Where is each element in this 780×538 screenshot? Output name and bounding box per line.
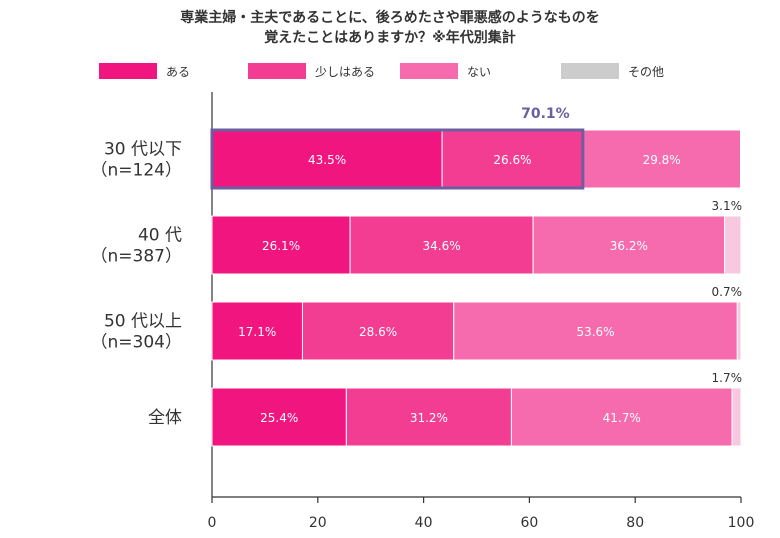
bar-segment [211, 129, 443, 189]
other-value-label: 0.7% [712, 285, 743, 299]
other-value-label: 1.7% [712, 371, 743, 385]
category-label: 全体 [148, 408, 182, 428]
bar-value-label: 29.8% [643, 153, 681, 167]
legend-swatch [561, 63, 619, 79]
legend-swatch [99, 63, 157, 79]
highlight-total-label: 70.1% [521, 106, 570, 122]
bar-segment [532, 215, 726, 275]
legend-label: ない [467, 65, 491, 79]
legend-label: ある [166, 65, 190, 79]
bar-segment [724, 215, 742, 275]
category-label: （n=387） [91, 247, 182, 267]
bar-segment [582, 129, 741, 189]
bar-segment [736, 301, 742, 361]
bar-value-label: 36.2% [610, 239, 648, 253]
legend-label: その他 [628, 65, 664, 79]
bar-value-label: 26.1% [262, 239, 300, 253]
bar-value-label: 53.6% [576, 325, 614, 339]
legend-swatch [400, 63, 458, 79]
bar-value-label: 34.6% [423, 239, 461, 253]
bar-segment [211, 387, 347, 447]
legend-label: 少しはある [315, 65, 375, 79]
axis-area: 0 20 40 60 80 100 [208, 92, 755, 531]
label-area: 30 代以下（n=124） 40 代（n=387） 50 代以上（n=304） 全体 4… [91, 106, 742, 428]
category-label: （n=124） [91, 161, 182, 181]
bar-segment [510, 387, 733, 447]
bar-value-label: 43.5% [308, 153, 346, 167]
x-tick-label: 40 [415, 515, 433, 531]
x-tick-label: 0 [208, 515, 217, 531]
x-tick-label: 100 [728, 515, 755, 531]
highlight-box [210, 128, 585, 190]
bar-value-label: 26.6% [493, 153, 531, 167]
chart-title-line-1: 専業主婦・主夫であることに、後ろめたさや罪悪感のようなものを [180, 9, 599, 26]
category-label: 30 代以下 [104, 140, 182, 160]
bar-value-label: 31.2% [410, 411, 448, 425]
chart-legend: ある 少しはある ない その他 [99, 63, 664, 79]
bar-segment [211, 215, 351, 275]
bar-area [210, 128, 742, 447]
bar-segment [345, 387, 512, 447]
bar-value-label: 25.4% [260, 411, 298, 425]
x-tick-label: 20 [309, 515, 327, 531]
category-label: （n=304） [91, 333, 182, 353]
other-value-label: 3.1% [712, 199, 743, 213]
bar-segment [349, 215, 534, 275]
bar-segment [211, 301, 303, 361]
bar-value-label: 28.6% [359, 325, 397, 339]
bar-value-label: 41.7% [603, 411, 641, 425]
x-tick-label: 60 [520, 515, 538, 531]
chart-title-line-2: 覚えたことはありますか？※年代別集計 [264, 29, 516, 46]
legend-swatch [248, 63, 306, 79]
chart-title: 専業主婦・主夫であることに、後ろめたさや罪悪感のようなものを 覚えたことはありま… [180, 9, 599, 46]
category-label: 50 代以上 [104, 312, 182, 332]
bar-segment [731, 387, 742, 447]
bar-segment [453, 301, 738, 361]
category-label: 40 代 [138, 226, 182, 246]
bar-value-label: 17.1% [238, 325, 276, 339]
x-tick-label: 80 [626, 515, 644, 531]
